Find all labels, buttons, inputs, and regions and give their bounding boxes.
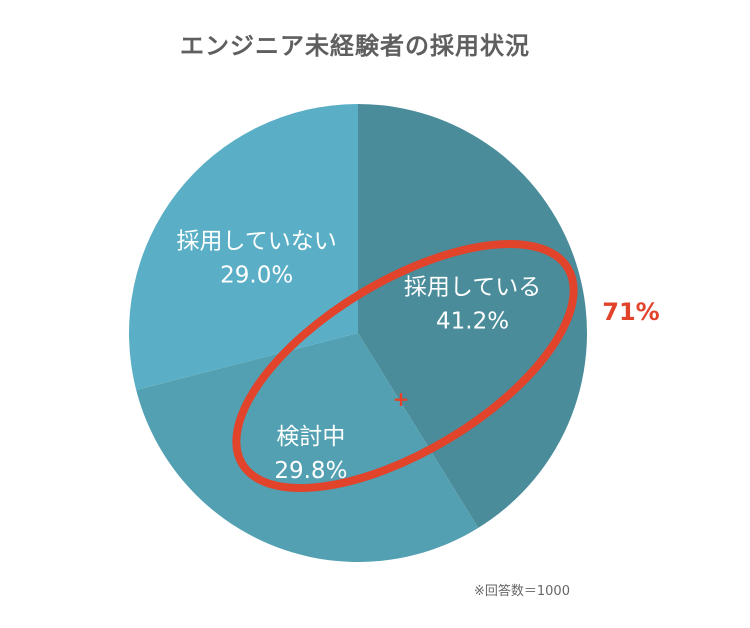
slice-2-label: 検討中 (276, 424, 345, 450)
center-plus-marker: + (393, 387, 410, 411)
pie-slices (128, 104, 588, 562)
highlight-ellipse (232, 239, 578, 493)
slice-1-label: 採用している (404, 274, 541, 300)
slice-1-value-label: 41.2% (436, 308, 509, 334)
chart-title: エンジニア未経験者の採用状況 (180, 32, 530, 60)
highlight-annotation: +71% (232, 239, 660, 493)
pie-slice-labels: 採用している 41.2% 検討中 29.8% 採用していない 29.0% (177, 228, 542, 483)
slice-2-value-label: 29.8% (274, 458, 347, 484)
slice-3-wedge (128, 104, 358, 390)
slice-3-value-label: 29.0% (220, 262, 293, 288)
slice-3-label: 採用していない (177, 228, 337, 254)
slice-2-wedge (136, 333, 479, 562)
response-count-note: ※回答数＝1000 (474, 584, 570, 599)
combined-percentage-label: 71% (602, 298, 659, 326)
slice-1-wedge (358, 104, 588, 528)
